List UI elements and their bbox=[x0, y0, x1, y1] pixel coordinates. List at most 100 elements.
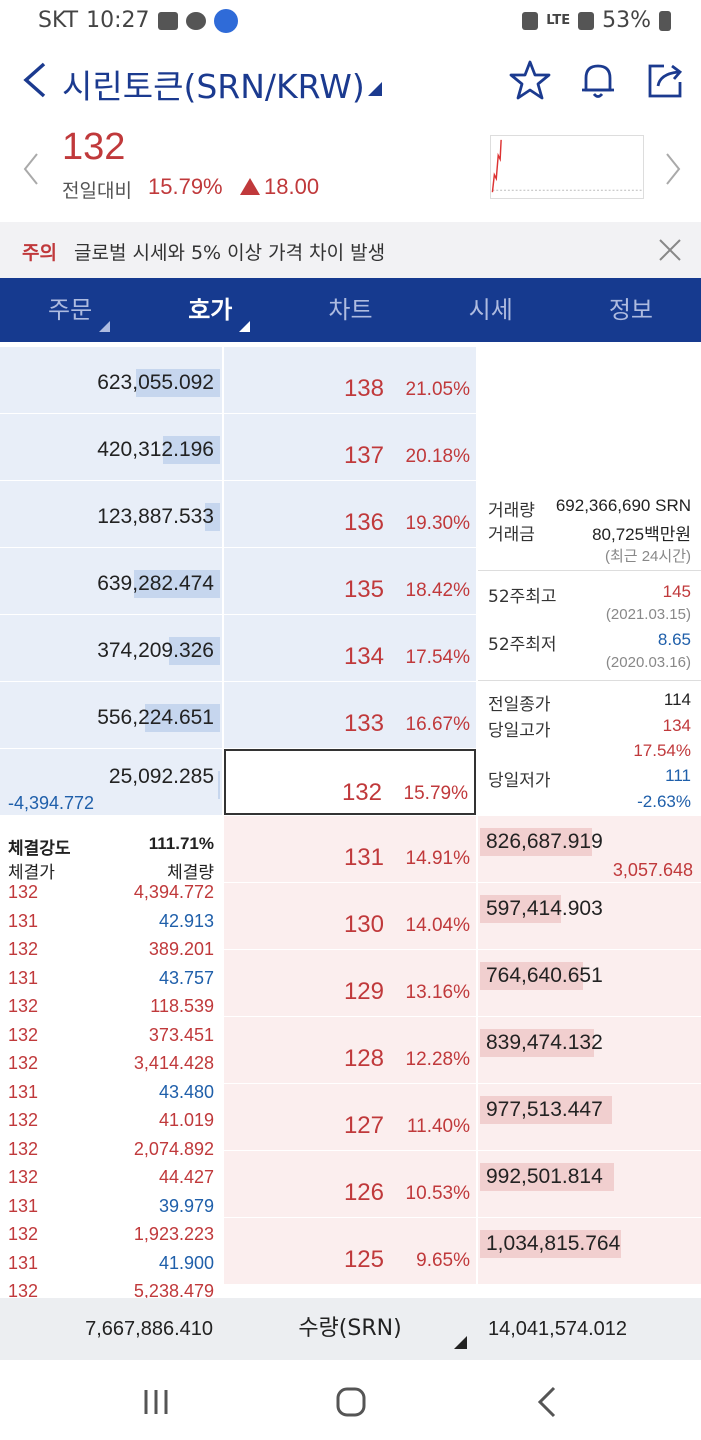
ask-price-cell[interactable]: 134 17.54% bbox=[224, 615, 476, 681]
bid-volume-bar bbox=[480, 1096, 612, 1124]
bid-volume: 839,474.132 bbox=[486, 1031, 603, 1054]
bid-volume-bar bbox=[480, 962, 583, 990]
back-arrow-icon[interactable] bbox=[18, 60, 54, 100]
ask-volume: 25,092.285 bbox=[108, 765, 214, 788]
bid-volume-cell[interactable]: 826,687.919 3,057.648 bbox=[478, 816, 701, 882]
day-high-value: 134 bbox=[662, 716, 691, 735]
bid-volume-cell[interactable]: 839,474.132 bbox=[478, 1017, 701, 1083]
ask-price: 134 bbox=[343, 643, 384, 670]
ask-price-cell[interactable]: 132 15.79% bbox=[224, 749, 476, 815]
dropdown-icon bbox=[454, 1336, 467, 1349]
recent-apps-icon[interactable] bbox=[136, 1382, 176, 1422]
up-triangle-icon bbox=[240, 178, 260, 195]
bid-volume: 764,640.651 bbox=[486, 964, 603, 987]
bid-price-percent: 13.16% bbox=[405, 982, 470, 1003]
ask-price-percent: 15.79% bbox=[403, 783, 468, 804]
bid-price-cell[interactable]: 126 10.53% bbox=[224, 1151, 476, 1217]
day-low-pct: -2.63% bbox=[637, 792, 691, 811]
ask-price-cell[interactable]: 138 21.05% bbox=[224, 347, 476, 413]
ask-volume-cell[interactable]: 123,887.533 bbox=[0, 481, 222, 547]
share-icon[interactable] bbox=[644, 58, 688, 102]
period-note: (최근 24시간) bbox=[604, 548, 691, 565]
ask-price-cell[interactable]: 135 18.42% bbox=[224, 548, 476, 614]
trade-row: 132 118.539 bbox=[0, 996, 222, 1024]
bid-price: 128 bbox=[343, 1045, 384, 1072]
trade-row: 132 4,394.772 bbox=[0, 882, 222, 910]
network-label: LTE bbox=[546, 13, 571, 28]
warning-text: 글로벌 시세와 5% 이상 가격 차이 발생 bbox=[74, 242, 386, 264]
ask-volume-cell[interactable]: 25,092.285 -4,394.772 bbox=[0, 749, 222, 815]
ask-volume-bar bbox=[163, 436, 220, 464]
tab-order[interactable]: 주문 bbox=[0, 278, 140, 342]
bid-price-cell[interactable]: 129 13.16% bbox=[224, 950, 476, 1016]
ask-price-percent: 16.67% bbox=[405, 714, 470, 735]
ask-price-cell[interactable]: 133 16.67% bbox=[224, 682, 476, 748]
bid-price: 126 bbox=[343, 1179, 384, 1206]
quantity-unit-selector[interactable]: 수량(SRN) bbox=[298, 1316, 402, 1341]
ask-volume-cell[interactable]: 623,055.092 bbox=[0, 347, 222, 413]
bid-price-percent: 9.65% bbox=[416, 1250, 470, 1271]
trade-price: 132 bbox=[8, 1024, 39, 1045]
tab-dropdown-icon bbox=[239, 321, 251, 332]
trade-row: 132 41.019 bbox=[0, 1110, 222, 1138]
next-coin-arrow-icon[interactable] bbox=[664, 152, 682, 186]
bid-price-cell[interactable]: 131 14.91% bbox=[224, 816, 476, 882]
high52-date: (2021.03.15) bbox=[605, 606, 691, 623]
price-summary: 132 전일대비 15.79% 18.00 bbox=[0, 124, 701, 222]
bid-volume-cell[interactable]: 977,513.447 bbox=[478, 1084, 701, 1150]
tab-info[interactable]: 정보 bbox=[561, 278, 701, 342]
page-title[interactable]: 시린토큰(SRN/KRW) bbox=[62, 67, 365, 106]
bid-price-cell[interactable]: 125 9.65% bbox=[224, 1218, 476, 1284]
ask-volume-cell[interactable]: 556,224.651 bbox=[0, 682, 222, 748]
ask-price: 135 bbox=[343, 576, 384, 603]
ask-volume-bar bbox=[218, 771, 220, 799]
back-icon[interactable] bbox=[528, 1382, 568, 1422]
bell-icon[interactable] bbox=[576, 58, 620, 102]
bid-volume-bar bbox=[480, 1230, 621, 1258]
tab-info-label: 정보 bbox=[608, 296, 653, 324]
trade-price: 131 bbox=[8, 1195, 39, 1216]
title-dropdown-icon[interactable] bbox=[368, 82, 382, 96]
amount-value: 80,725백만원 bbox=[592, 525, 691, 544]
bid-volume-cell[interactable]: 992,501.814 bbox=[478, 1151, 701, 1217]
bid-price-cell[interactable]: 127 11.40% bbox=[224, 1084, 476, 1150]
prev-close-value: 114 bbox=[663, 690, 691, 709]
ask-volume-cell[interactable]: 420,312.196 bbox=[0, 414, 222, 480]
tab-order-label: 주문 bbox=[48, 296, 93, 324]
trade-row: 131 43.480 bbox=[0, 1082, 222, 1110]
volume-label: 거래량 bbox=[488, 501, 535, 521]
market-info-panel: 거래량 692,366,690 SRN 거래금 80,725백만원 (최근 24… bbox=[478, 342, 701, 820]
app-notification-icon bbox=[213, 8, 238, 33]
prev-coin-arrow-icon[interactable] bbox=[22, 152, 40, 186]
star-icon[interactable] bbox=[508, 58, 552, 102]
bid-price-percent: 10.53% bbox=[405, 1183, 470, 1204]
ask-price-percent: 21.05% bbox=[405, 379, 470, 400]
bid-price-cell[interactable]: 130 14.04% bbox=[224, 883, 476, 949]
trade-row: 131 41.900 bbox=[0, 1253, 222, 1281]
trade-price: 132 bbox=[8, 1138, 39, 1159]
tab-chart[interactable]: 차트 bbox=[280, 278, 420, 342]
home-icon[interactable] bbox=[331, 1382, 371, 1422]
trade-quantity: 41.019 bbox=[158, 1110, 214, 1130]
tab-quotes[interactable]: 시세 bbox=[421, 278, 561, 342]
ask-price-cell[interactable]: 136 19.30% bbox=[224, 481, 476, 547]
trade-price: 131 bbox=[8, 1081, 39, 1102]
ask-volume: 420,312.196 bbox=[97, 438, 214, 461]
mini-price-chart[interactable] bbox=[490, 135, 644, 199]
ask-volume: 556,224.651 bbox=[97, 706, 214, 729]
ask-price-cell[interactable]: 137 20.18% bbox=[224, 414, 476, 480]
ask-volume-cell[interactable]: 639,282.474 bbox=[0, 548, 222, 614]
prev-day-label: 전일대비 bbox=[62, 180, 132, 202]
tab-orderbook[interactable]: 호가 bbox=[140, 278, 280, 342]
close-icon[interactable] bbox=[656, 236, 684, 264]
ask-volume-cell[interactable]: 374,209.326 bbox=[0, 615, 222, 681]
trade-row: 132 2,074.892 bbox=[0, 1139, 222, 1167]
battery-level: 53% bbox=[602, 8, 651, 33]
bid-price-cell[interactable]: 128 12.28% bbox=[224, 1017, 476, 1083]
bid-volume-cell[interactable]: 597,414.903 bbox=[478, 883, 701, 949]
trade-quantity: 42.913 bbox=[158, 910, 214, 931]
chat-icon bbox=[185, 11, 206, 30]
bid-volume-cell[interactable]: 764,640.651 bbox=[478, 950, 701, 1016]
bid-volume-cell[interactable]: 1,034,815.764 bbox=[478, 1218, 701, 1284]
trade-price: 132 bbox=[8, 882, 39, 902]
